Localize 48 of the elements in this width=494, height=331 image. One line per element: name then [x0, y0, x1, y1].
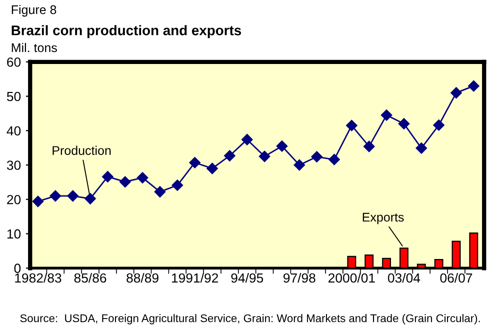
- y-tick-label: 20: [7, 194, 21, 204]
- y-tick-label: 0: [14, 264, 21, 274]
- point: [346, 120, 358, 132]
- point: [172, 180, 183, 191]
- point: [398, 118, 410, 130]
- caption: Figure 8: [12, 4, 56, 17]
- point: [363, 140, 375, 152]
- point: [276, 140, 288, 152]
- series-label: Exports: [362, 212, 404, 224]
- point: [433, 120, 444, 131]
- point: [468, 80, 480, 92]
- x-tick-label: 2000/01: [328, 272, 375, 283]
- x-tick-label: 94/95: [231, 272, 264, 283]
- point: [102, 171, 114, 182]
- chart-title: Brazil corn production and exports: [12, 25, 242, 38]
- y-tick-label: 40: [6, 126, 21, 136]
- point: [84, 193, 96, 204]
- y-axis-title: Mil. tons: [12, 42, 57, 52]
- point: [206, 162, 218, 174]
- source-note: Source: USDA, Foreign Agricultural Service, Grain: Word Markets and Trade (Grain Circular).: [20, 314, 480, 324]
- y-tick-label: 30: [6, 160, 21, 170]
- point: [224, 150, 236, 162]
- point: [328, 154, 340, 166]
- y-tick-label: 60: [7, 57, 21, 67]
- point: [380, 110, 392, 121]
- point: [311, 151, 322, 162]
- x-tick-label: 85/86: [74, 272, 106, 283]
- x-tick-label: 1991/92: [172, 272, 218, 283]
- point: [242, 134, 253, 146]
- x-tick-label: 88/89: [126, 272, 158, 283]
- point: [67, 190, 78, 202]
- point: [294, 159, 305, 171]
- point: [154, 186, 166, 198]
- point: [32, 196, 44, 208]
- point: [258, 150, 270, 162]
- x-tick-label: 06/07: [440, 272, 472, 283]
- point: [120, 176, 131, 188]
- x-tick-label: 03/04: [388, 272, 420, 283]
- series-label: Production: [52, 146, 111, 155]
- x-tick-label: 97/98: [284, 272, 316, 283]
- point: [136, 172, 148, 184]
- point: [450, 87, 462, 98]
- point: [416, 142, 427, 154]
- x-tick-label: 1982/83: [15, 272, 62, 283]
- y-tick-label: 50: [6, 92, 21, 102]
- point: [189, 156, 200, 168]
- y-tick-label: 10: [7, 229, 21, 239]
- point: [50, 190, 62, 202]
